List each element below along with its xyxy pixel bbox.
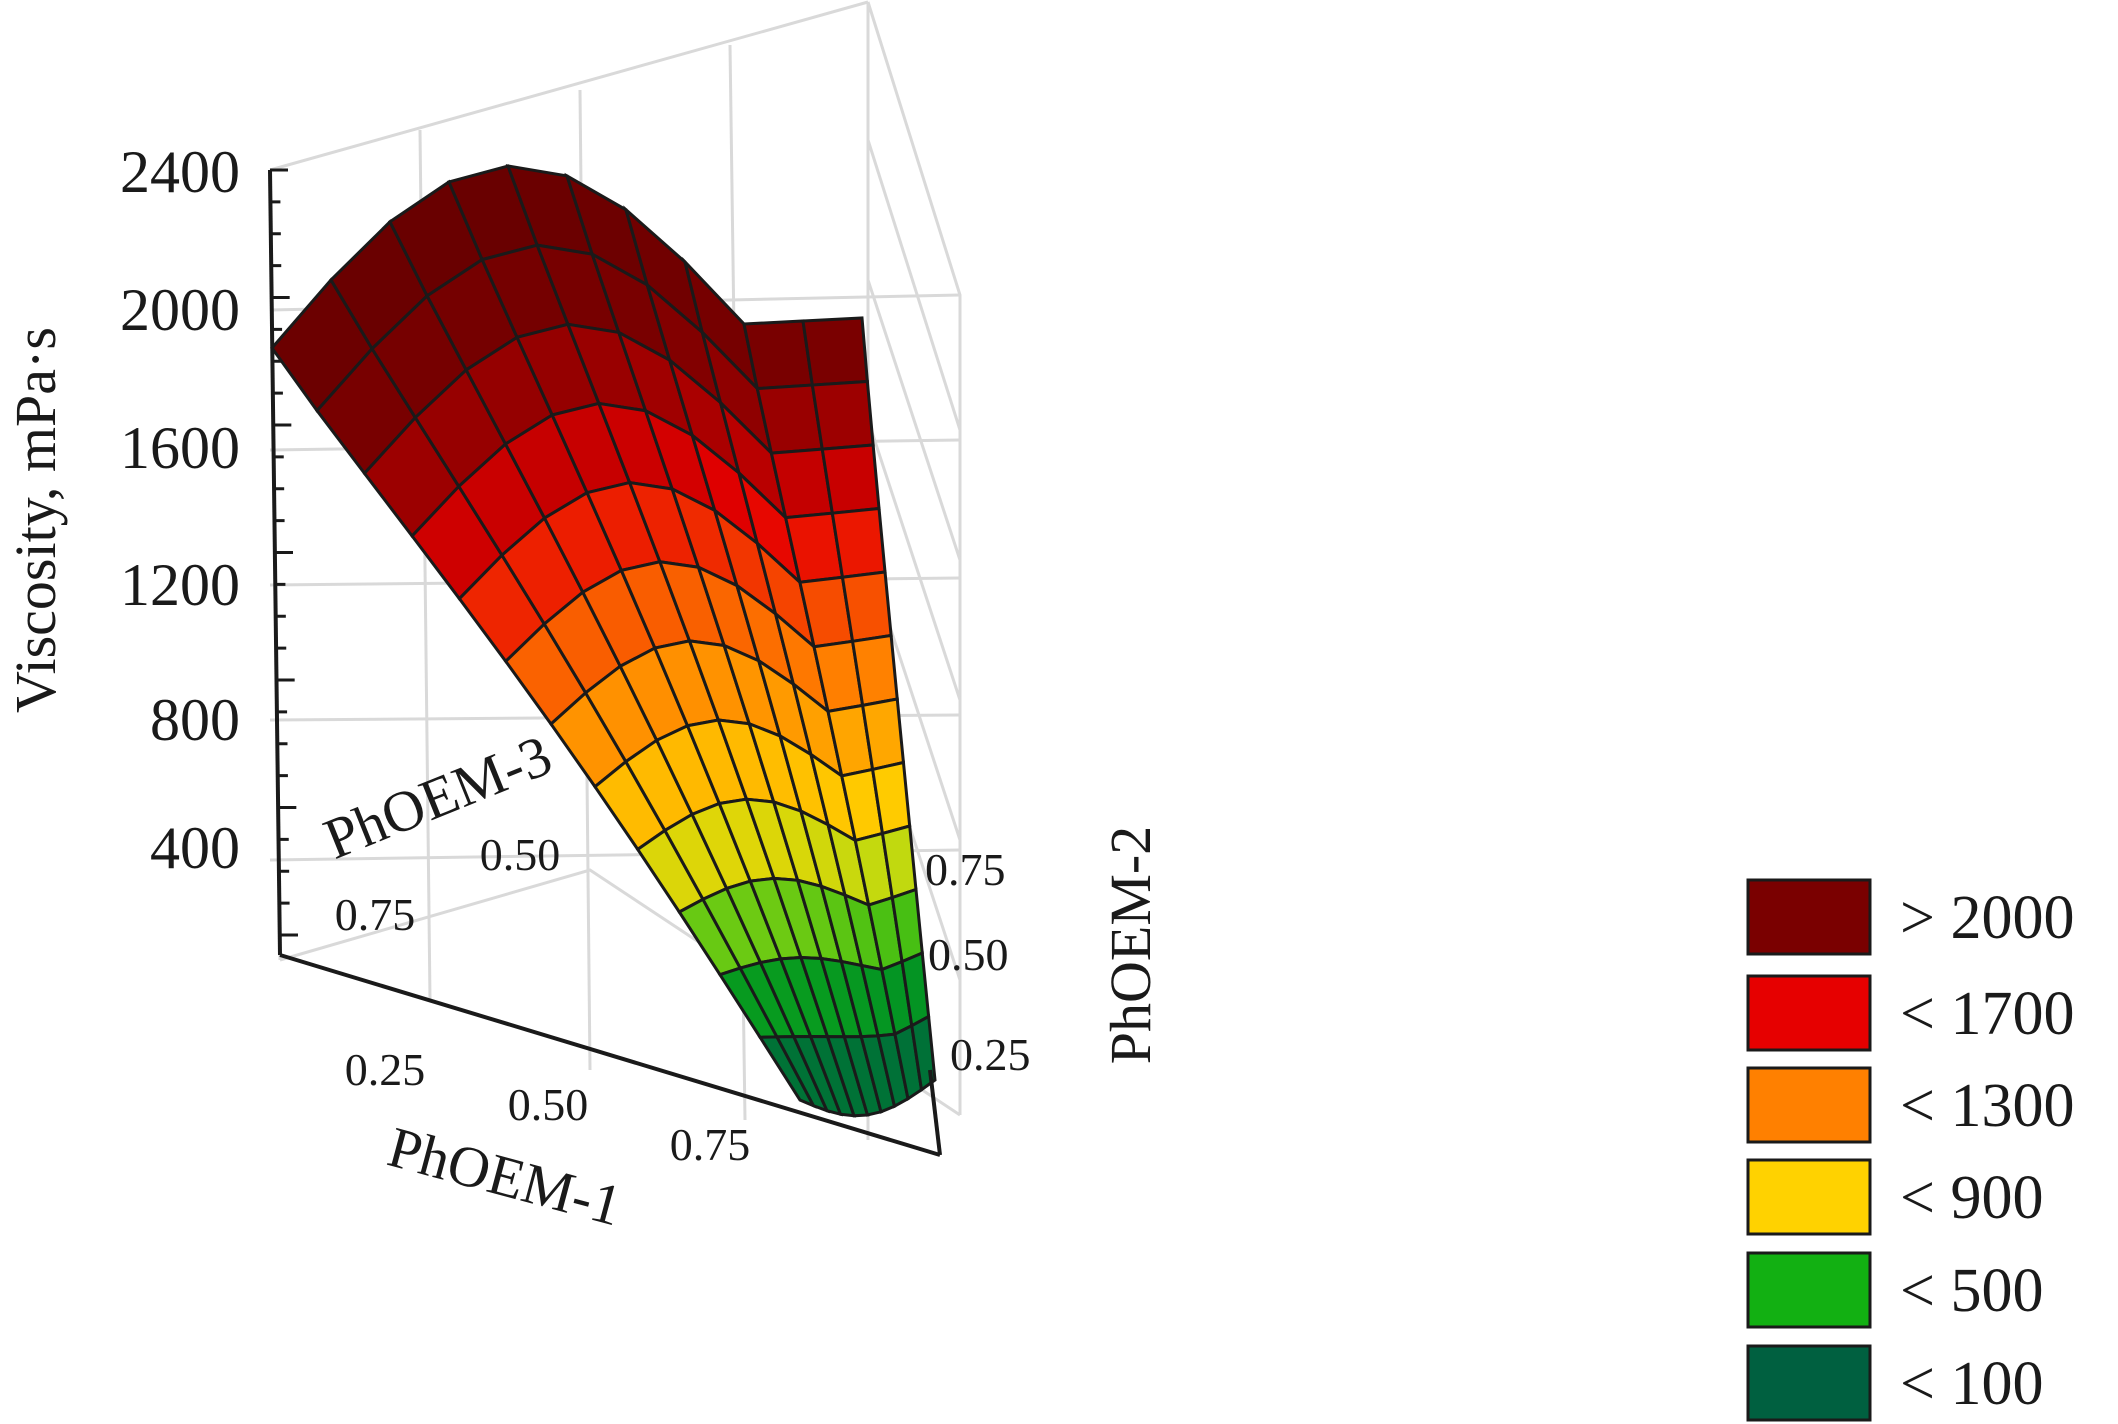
x-axis-tick-labels: 0.25 0.50 0.75 — [345, 1044, 751, 1170]
legend-label: < 1300 — [1900, 1072, 2074, 1140]
surface-cell — [820, 443, 881, 515]
viscosity-surface — [270, 164, 937, 1118]
z-axis-title: Viscosity, mPa·s — [3, 327, 68, 713]
y-axis-tick-labels: 0.75 0.50 0.25 — [925, 844, 1031, 1080]
w-axis-tick-labels: 0.50 0.75 — [335, 829, 561, 940]
y-tick-label: 0.25 — [950, 1029, 1031, 1080]
y-tick-label: 0.50 — [928, 929, 1009, 980]
z-axis-tick-labels: 2400 2000 1600 1200 800 400 — [120, 139, 240, 881]
surface-cell — [830, 506, 887, 579]
legend-swatch — [1746, 974, 1872, 1052]
y-tick-label: 0.75 — [925, 844, 1006, 895]
x-tick-label: 0.25 — [345, 1044, 426, 1095]
z-axis-ticks — [270, 168, 298, 937]
legend: > 2000 < 1700 < 1300 < 900 < 500 < 100 — [1746, 878, 2074, 1422]
legend-swatch — [1746, 1344, 1872, 1422]
legend-swatch — [1746, 1251, 1872, 1329]
w-tick-label: 0.50 — [480, 829, 561, 880]
z-tick-label: 2400 — [120, 139, 240, 205]
z-tick-label: 400 — [150, 815, 240, 881]
x-tick-label: 0.75 — [670, 1119, 751, 1170]
z-tick-label: 1600 — [120, 415, 240, 481]
legend-swatch — [1746, 1066, 1872, 1144]
x-tick-label: 0.50 — [508, 1079, 589, 1130]
legend-label: < 100 — [1900, 1350, 2043, 1418]
legend-label: < 900 — [1900, 1164, 2043, 1232]
legend-swatch — [1746, 878, 1872, 956]
surface-cell — [840, 570, 893, 644]
legend-label: < 1700 — [1900, 980, 2074, 1048]
legend-swatch — [1746, 1158, 1872, 1236]
surface-cell — [810, 379, 875, 451]
legend-label: > 2000 — [1900, 884, 2074, 952]
y-axis-title: PhOEM-2 — [1098, 826, 1163, 1064]
z-tick-label: 1200 — [120, 552, 240, 618]
w-tick-label: 0.75 — [335, 889, 416, 940]
z-tick-label: 2000 — [120, 277, 240, 343]
z-tick-label: 800 — [150, 687, 240, 753]
axes-frame — [268, 169, 942, 1157]
surface-cell — [742, 319, 815, 391]
legend-label: < 500 — [1900, 1257, 2043, 1325]
x-axis-title: PhOEM-1 — [381, 1114, 628, 1239]
surface-cell — [801, 316, 869, 387]
